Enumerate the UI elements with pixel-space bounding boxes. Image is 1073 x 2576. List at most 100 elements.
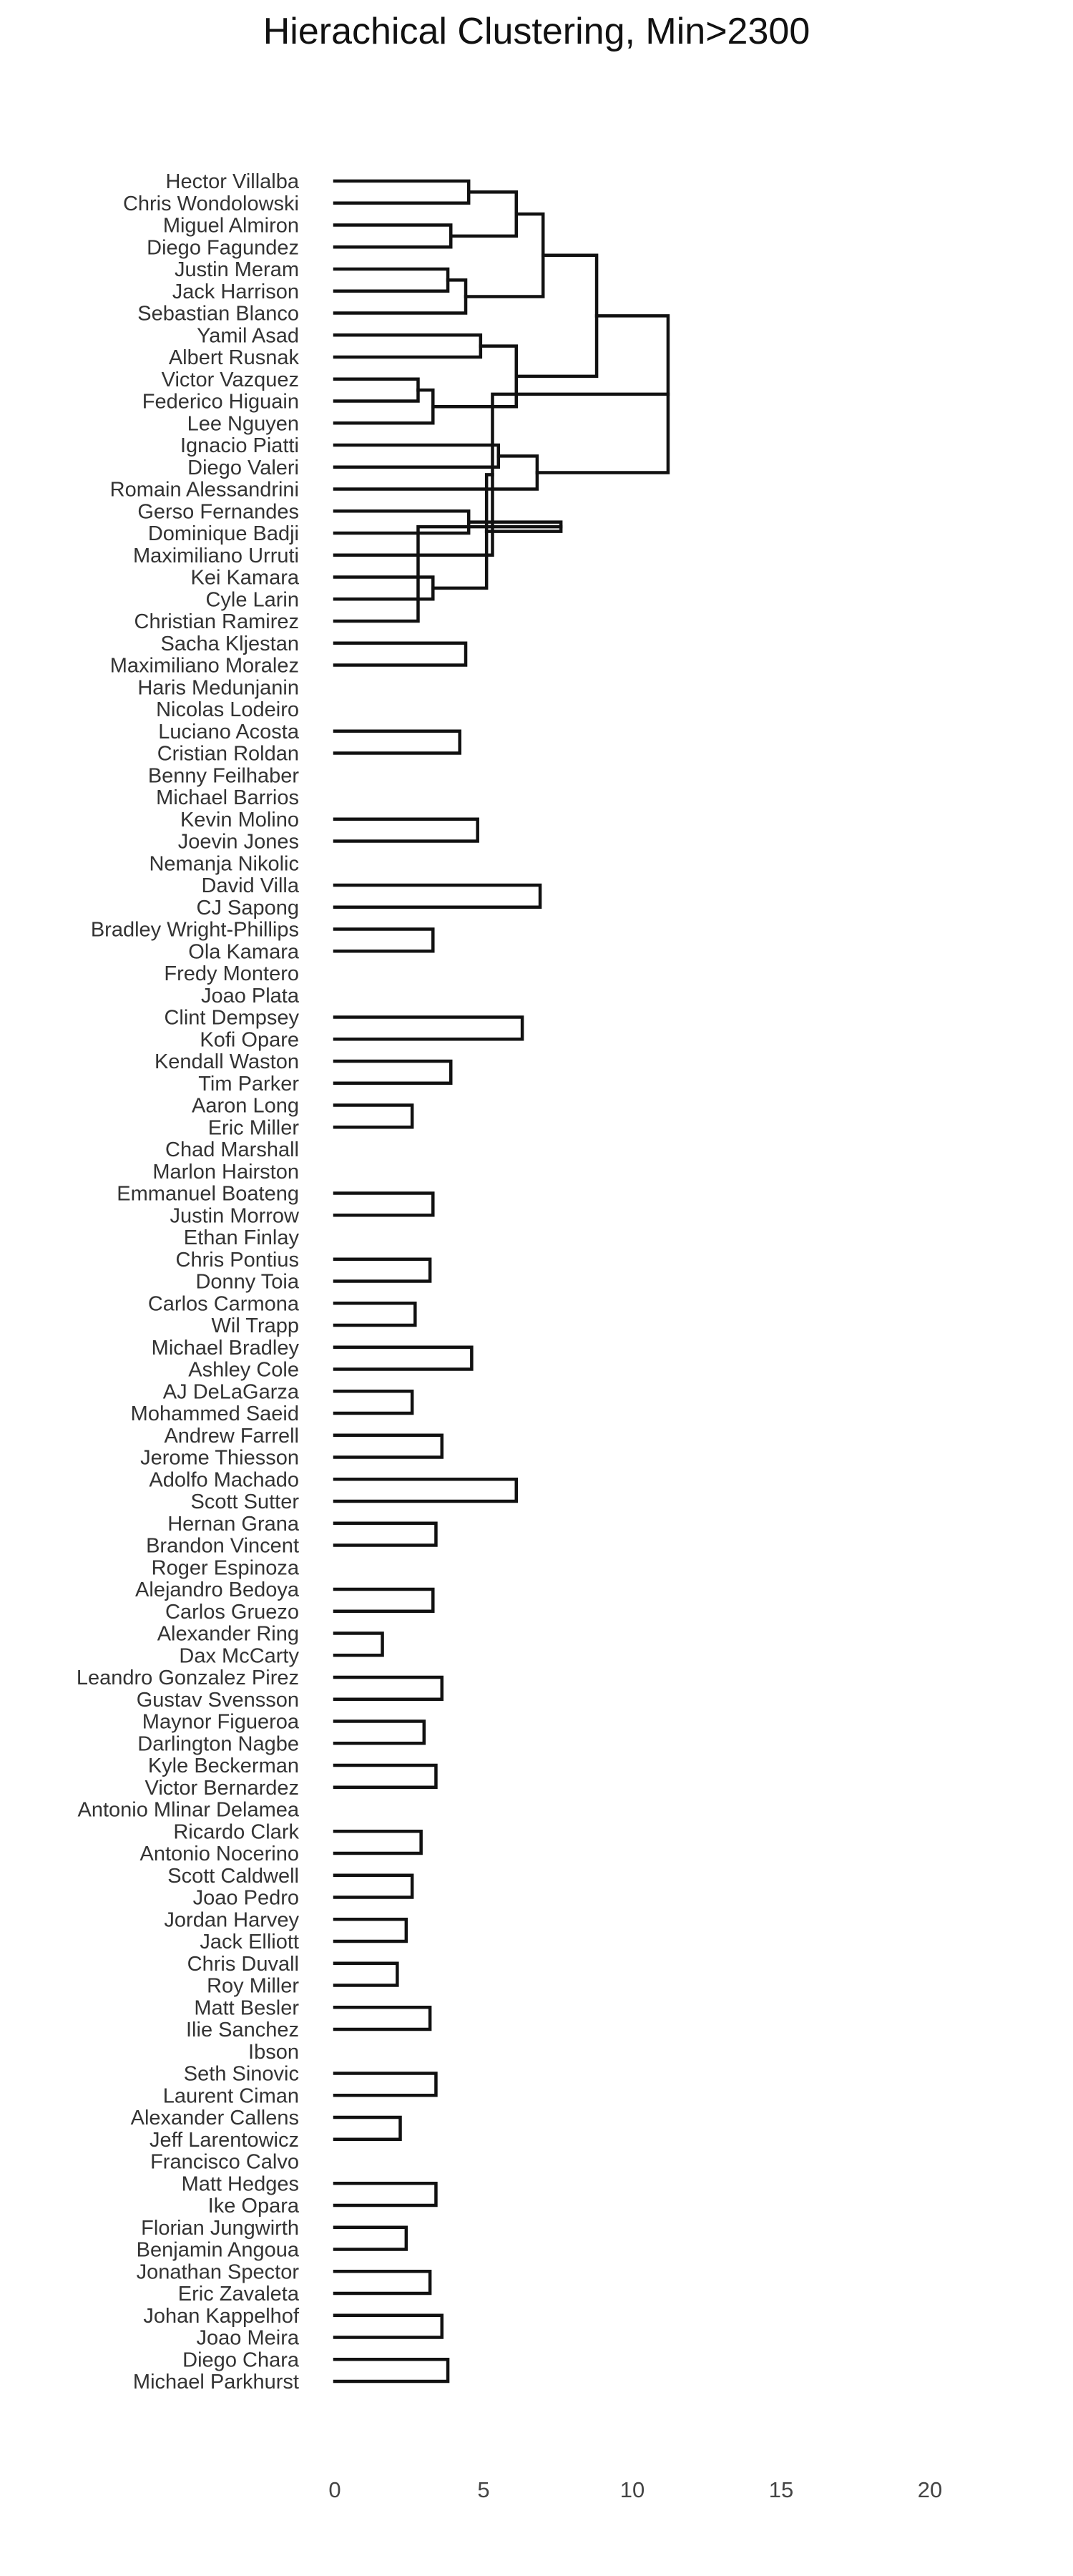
leaf-label: Joao Meira [197, 2327, 300, 2350]
leaf-label: Ignacio Piatti [180, 434, 299, 457]
dendrogram-link [333, 1302, 417, 1327]
leaf-label: Scott Caldwell [167, 1865, 299, 1888]
leaf-label: Albert Rusnak [169, 346, 300, 369]
dendrogram-link [333, 2313, 444, 2339]
dendrogram-link [333, 817, 479, 843]
leaf-label: Florian Jungwirth [141, 2217, 299, 2240]
leaf-label: Victor Bernardez [145, 1777, 299, 1800]
dendrogram-link [333, 1719, 426, 1745]
leaf-label: Maximiliano Urruti [133, 545, 299, 567]
dendrogram-link [333, 443, 501, 469]
leaf-label: Joao Plata [201, 985, 300, 1008]
leaf-label: David Villa [202, 874, 300, 897]
leaf-label: Diego Valeri [187, 457, 299, 479]
leaf-label: Kevin Molino [180, 809, 299, 831]
leaf-label: CJ Sapong [197, 897, 300, 919]
dendrogram-link [333, 2006, 432, 2031]
dendrogram-link [333, 641, 468, 667]
leaf-label: Maximiliano Moralez [110, 655, 299, 678]
leaf-label: Kei Kamara [190, 567, 299, 590]
leaf-label: Michael Bradley [152, 1337, 300, 1360]
leaf-label: Laurent Ciman [163, 2084, 299, 2107]
dendrogram-link [333, 729, 461, 755]
x-tick-label: 15 [769, 2477, 793, 2502]
leaf-label: Ilie Sanchez [186, 2019, 299, 2041]
leaf-label: Hernan Grana [167, 1513, 300, 1536]
leaf-label: Chris Pontius [176, 1249, 299, 1272]
leaf-label: Federico Higuain [142, 391, 299, 414]
dendrogram-link [333, 333, 483, 359]
leaf-label: Adolfo Machado [149, 1468, 299, 1491]
x-tick-label: 10 [620, 2477, 645, 2502]
leaf-label: Benny Feilhaber [148, 764, 300, 787]
dendrogram-link [333, 1433, 444, 1459]
dendrogram-link [333, 1390, 414, 1415]
leaf-label: Dominique Badji [148, 522, 299, 545]
leaf-label: Miguel Almiron [163, 215, 299, 238]
leaf-label: Johan Kappelhof [143, 2305, 300, 2328]
leaf-label: Sebastian Blanco [137, 303, 299, 326]
leaf-label: Jordan Harvey [164, 1908, 299, 1931]
leaf-label: Gustav Svensson [137, 1689, 299, 1712]
leaf-label: Diego Fagundez [147, 236, 299, 259]
leaf-label: Jerome Thiesson [140, 1447, 299, 1470]
leaf-label: Justin Morrow [170, 1204, 300, 1227]
dendrogram-link [333, 1191, 435, 1217]
leaf-label: Michael Parkhurst [133, 2371, 299, 2394]
dendrogram-link [333, 278, 468, 315]
leaf-label: Antonio Nocerino [140, 1843, 299, 1865]
leaf-label: Andrew Farrell [164, 1425, 299, 1448]
dendrogram-link [333, 1521, 438, 1547]
dendrogram-link [333, 883, 542, 909]
leaf-label: Maynor Figueroa [142, 1711, 300, 1734]
leaf-label: Tim Parker [198, 1073, 299, 1096]
dendrogram-link [431, 344, 519, 409]
leaf-label: Fredy Montero [164, 962, 299, 985]
leaf-label: Roy Miller [207, 1975, 299, 1998]
leaf-label: Antonio Mlinar Delamea [78, 1799, 300, 1822]
leaf-label: Clint Dempsey [164, 1007, 299, 1030]
dendrogram-link [333, 2115, 402, 2141]
dendrogram-link [333, 2270, 432, 2296]
dendrogram-link [333, 1478, 519, 1503]
leaf-label: Alexander Ring [157, 1623, 299, 1646]
leaf-label: Luciano Acosta [158, 721, 300, 743]
leaf-label: Gerso Fernandes [137, 500, 299, 523]
dendrogram-link [333, 1587, 435, 1613]
dendrogram-links [333, 179, 670, 2384]
dendrogram-link [333, 1675, 444, 1701]
leaf-label: Ike Opara [208, 2195, 300, 2218]
dendrogram-link [431, 473, 494, 590]
dendrogram-link [333, 1918, 408, 1943]
dendrogram-link [333, 2072, 438, 2097]
leaf-label: Justin Meram [175, 258, 299, 281]
leaf-label: Haris Medunjanin [137, 676, 299, 699]
leaf-label: Darlington Nagbe [137, 1732, 299, 1755]
leaf-label: Romain Alessandrini [110, 479, 299, 502]
leaf-label: Eric Miller [208, 1116, 300, 1139]
dendrogram-link [333, 1873, 414, 1899]
leaf-label: Brandon Vincent [146, 1535, 299, 1558]
leaf-label: Wil Trapp [212, 1314, 299, 1337]
leaf-label: Francisco Calvo [150, 2151, 299, 2174]
dendrogram-link [333, 1103, 414, 1129]
leaf-label: Cyle Larin [205, 588, 299, 611]
leaf-label: Sacha Kljestan [161, 633, 299, 655]
leaf-label: Lee Nguyen [187, 412, 299, 435]
leaf-label: Alexander Callens [131, 2107, 299, 2129]
leaf-label: Leandro Gonzalez Pirez [77, 1667, 299, 1689]
leaf-label: Yamil Asad [197, 324, 299, 347]
leaf-label: Ricardo Clark [173, 1820, 299, 1843]
leaf-label: Eric Zavaleta [178, 2283, 300, 2306]
leaf-label: Joao Pedro [193, 1887, 299, 1910]
leaf-label: Emmanuel Boateng [117, 1183, 299, 1206]
leaf-label: Chris Duvall [187, 1953, 299, 1976]
leaf-label: Scott Sutter [190, 1491, 299, 1513]
dendrogram-link [464, 212, 545, 298]
x-tick-label: 20 [918, 2477, 942, 2502]
dendrogram-link [333, 509, 471, 535]
leaf-label: Alejandro Bedoya [135, 1579, 300, 1601]
leaf-label: Jack Harrison [172, 280, 299, 303]
leaf-label: Nemanja Nikolic [149, 852, 299, 875]
